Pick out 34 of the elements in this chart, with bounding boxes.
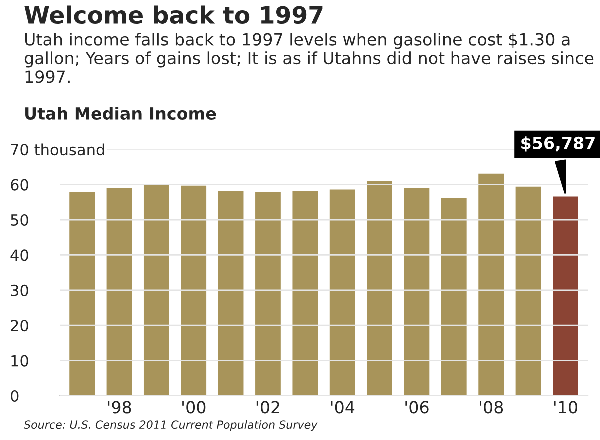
bar [440,197,468,396]
y-tick-label: 50 [11,214,28,226]
x-tick-label: '08 [480,401,504,414]
x-tick-label: '06 [406,401,429,414]
y-tick-label: 30 [11,284,28,296]
y-tick-label: 60 [11,179,28,191]
y-tick-label: 40 [10,250,28,262]
source-note: Source: U.S. Census 2011 Current Population Survey [24,420,318,432]
annotation: $56,787 [522,136,595,152]
bar [402,186,432,396]
bar [477,172,506,396]
bar [180,184,208,396]
y-tick-label: 20 [11,320,28,332]
x-tick-label: '98 [108,401,132,414]
bar [142,184,171,396]
chart-title: Welcome back to 1997 [24,6,323,24]
x-tick-label: '10 [554,401,578,414]
text: Utah Median Income [26,107,216,120]
bar [366,180,394,396]
bar [254,190,282,396]
bar [216,190,246,396]
bar [552,195,580,396]
bar [291,190,320,396]
bar [328,188,357,396]
x-tick-label: '00 [182,401,206,414]
y-tick-label: 70 thousand [11,144,104,156]
bar [514,186,543,396]
bar [68,191,96,396]
bar [105,186,134,396]
y-tick-label: 10 [12,355,28,367]
x-tick-label: '04 [331,401,355,414]
x-tick-label: '02 [256,401,280,414]
y-tick-label: 0 [11,390,19,402]
chart-subtitle: Utah income falls back to 1997 levels when gasoline cost $1.30 a gallon; Years of gains lost; It is as if Utahns did not have raises since 1997. [24,33,594,84]
